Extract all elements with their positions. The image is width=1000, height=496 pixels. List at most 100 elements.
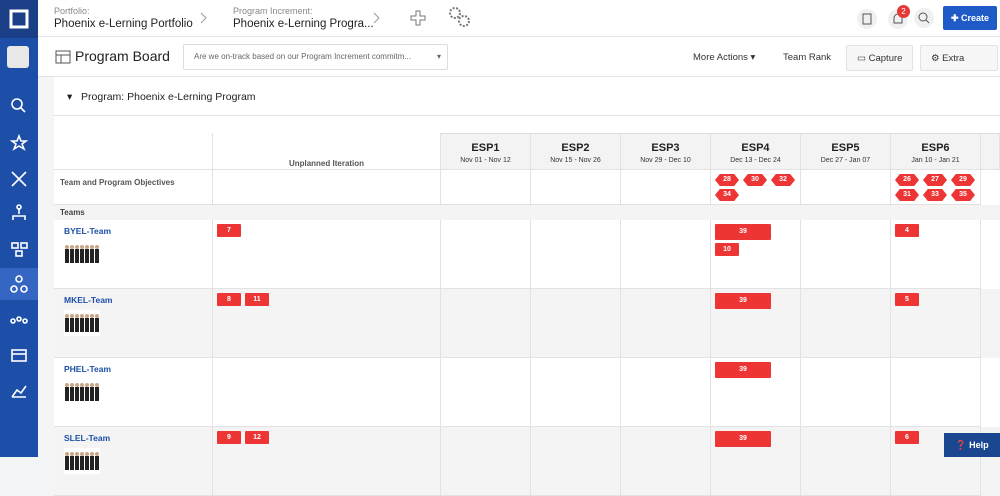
unplanned-cell: 7 — [213, 220, 441, 289]
teams-row: Teams — [54, 205, 1000, 220]
iteration-name: ESP4 — [741, 142, 770, 154]
header-cell — [981, 133, 1000, 170]
unplanned-cell: 8 11 — [213, 289, 441, 358]
sidebar-icons — [0, 0, 38, 398]
iteration-cell: 39 — [711, 289, 801, 358]
team-photo — [64, 241, 100, 267]
iteration-cell: 4 — [891, 220, 981, 289]
capture-text: Capture — [868, 53, 903, 64]
top-bar: Portfolio: Phoenix e-Lerning Portfolio P… — [38, 0, 1000, 37]
extra-configs-button[interactable]: ⚙ Extra Configs — [920, 45, 998, 90]
iteration-header: ESP2 Nov 15 - Nov 26 — [531, 133, 621, 170]
team-row-bg — [54, 358, 1000, 427]
iteration-cell — [531, 427, 621, 496]
help-text: Help — [969, 440, 989, 450]
team-photo — [64, 448, 100, 474]
chevron — [200, 12, 207, 24]
board-grid: Unplanned Iteration ESP1 Nov 01 - Nov 12 ES… — [54, 77, 1000, 496]
objective-cell — [441, 170, 531, 205]
feature-tag: 39 — [715, 362, 771, 378]
iteration-cell — [531, 358, 621, 427]
iteration-cell — [621, 220, 711, 289]
notification-badge: 2 — [897, 5, 910, 18]
objective-tag: 29 — [951, 174, 975, 186]
objective-cell: 26 27 29 31 33 35 — [891, 170, 981, 205]
iteration-cell — [441, 427, 531, 496]
objective-tag: 26 — [895, 174, 919, 186]
iteration-header: ESP5 Dec 27 - Jan 07 — [801, 133, 891, 170]
objective-tag: 30 — [743, 174, 767, 186]
dropdown[interactable]: Are we on-track based on our Program Inc… — [183, 44, 448, 70]
search-icon[interactable] — [913, 7, 935, 29]
objective-cell: 28 30 32 34 — [711, 170, 801, 205]
pi-link[interactable]: Phoenix e-Lerning Progra... — [233, 18, 374, 30]
iteration-dates: Jan 10 - Jan 21 — [911, 157, 960, 164]
iteration-cell — [621, 289, 711, 358]
team-name: BYEL-Team — [64, 226, 112, 236]
feature-tag: 4 — [895, 224, 919, 237]
capture-button[interactable]: ▭ Capture — [846, 45, 914, 71]
iteration-cell: 39 — [711, 427, 801, 496]
objective-cell — [801, 170, 891, 205]
objective-tag: 34 — [715, 189, 739, 201]
iteration-name: ESP3 — [651, 142, 680, 154]
iteration-cell — [801, 220, 891, 289]
teams-label: Teams — [60, 208, 85, 217]
feature-tag: 39 — [715, 293, 771, 309]
clipboard-icon[interactable] — [856, 8, 878, 30]
feature-tag: 39 — [715, 224, 771, 240]
header-cell: Unplanned Iteration — [213, 133, 441, 170]
dropdown-caret: ▾ — [436, 52, 441, 61]
team-row-bg — [54, 220, 1000, 289]
objective-cell — [531, 170, 621, 205]
objective-tag: 31 — [895, 189, 919, 201]
create-button[interactable]: ✚ Create — [943, 6, 997, 30]
iteration-cell — [531, 220, 621, 289]
divider — [54, 115, 1000, 116]
feature-tag: 11 — [245, 293, 269, 306]
unplanned-header: Unplanned Iteration — [288, 159, 365, 168]
iteration-cell — [441, 220, 531, 289]
feature-tag: 9 — [217, 431, 241, 444]
team-name: MKEL-Team — [64, 295, 113, 305]
team-rank[interactable]: Team Rank — [783, 52, 832, 63]
header-cell — [54, 133, 213, 170]
help-button[interactable]: ❓ Help — [944, 433, 1000, 457]
team-cell: BYEL-Team — [54, 220, 213, 289]
dropdown-text: Are we on-track based on our Program Inc… — [194, 52, 411, 61]
iteration-dates: Nov 29 - Dec 10 — [640, 157, 691, 164]
iteration-header: ESP1 Nov 01 - Nov 12 — [441, 133, 531, 170]
team-name: SLEL-Team — [64, 433, 111, 443]
cell — [213, 170, 441, 205]
iteration-header: ESP3 Nov 29 - Dec 10 — [621, 133, 711, 170]
add-icon[interactable] — [409, 9, 427, 27]
more-actions-text: More Actions — [693, 52, 748, 63]
iteration-cell — [531, 289, 621, 358]
portfolio-link[interactable]: Phoenix e-Lerning Portfolio — [54, 18, 193, 30]
iteration-header: ESP4 Dec 13 - Dec 24 — [711, 133, 801, 170]
iteration-name: ESP5 — [831, 142, 860, 154]
team-row-bg — [54, 289, 1000, 358]
team-cell: MKEL-Team — [54, 289, 213, 358]
iteration-name: ESP2 — [561, 142, 590, 154]
team-photo — [64, 310, 100, 336]
iteration-cell — [801, 358, 891, 427]
feature-tag: 5 — [895, 293, 919, 306]
iteration-header: ESP6 Jan 10 - Jan 21 — [891, 133, 981, 170]
create-text: Create — [961, 13, 990, 23]
board-panel: ▾ Program: Phoenix e-Lerning Program Unp… — [54, 77, 1000, 496]
feature-tag: 8 — [217, 293, 241, 306]
iteration-name: ESP6 — [921, 142, 950, 154]
iteration-cell: 39 — [711, 358, 801, 427]
settings-icon[interactable] — [446, 4, 472, 30]
feature-tag: 7 — [217, 224, 241, 237]
pi-label: Program Increment: — [233, 6, 313, 16]
objective-tag: 35 — [951, 189, 975, 201]
team-cell: SLEL-Team — [54, 427, 213, 496]
objective-cell — [621, 170, 711, 205]
program-header[interactable]: ▾ Program: Phoenix e-Lerning Program — [67, 91, 256, 103]
chevron — [373, 12, 380, 24]
more-actions[interactable]: More Actions ▾ — [693, 52, 756, 63]
team-name: PHEL-Team — [64, 364, 112, 374]
